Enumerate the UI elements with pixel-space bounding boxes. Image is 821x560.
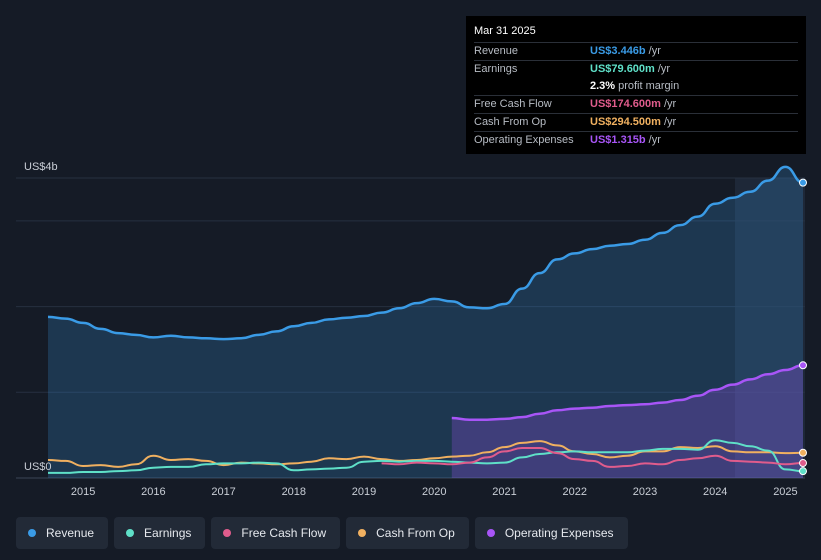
- x-tick-label: 2017: [211, 486, 235, 498]
- tooltip-label: Earnings: [474, 63, 518, 75]
- tooltip-row-profit-margin: 2.3% profit margin: [474, 78, 798, 95]
- tooltip-unit: /yr: [663, 98, 677, 110]
- x-tick-label: 2016: [141, 486, 165, 498]
- legend-item-cash-from-op[interactable]: Cash From Op: [346, 517, 469, 549]
- tooltip-label: Revenue: [474, 45, 519, 57]
- revenue-end-point: [799, 178, 807, 187]
- x-tick-label: 2019: [352, 486, 376, 498]
- tooltip-value: US$79.600m: [590, 63, 655, 75]
- legend-item-revenue[interactable]: Revenue: [16, 517, 109, 549]
- gridlines: [16, 177, 805, 479]
- revenue-line: [47, 165, 804, 341]
- tooltip-unit: /yr: [657, 63, 671, 75]
- operating-expenses-line: [451, 364, 804, 421]
- free-cash-flow-end-point: [799, 459, 807, 468]
- legend-dot-icon: [223, 529, 232, 537]
- x-tick-label: 2015: [71, 486, 95, 498]
- x-tick-label: 2018: [282, 486, 306, 498]
- legend-item-operating-expenses[interactable]: Operating Expenses: [474, 517, 628, 549]
- earnings-end-point: [799, 467, 807, 476]
- legend-label: Cash From Op: [376, 526, 455, 540]
- x-tick-label: 2020: [422, 486, 446, 498]
- tooltip-value: US$294.500m: [590, 116, 661, 128]
- tooltip-label: Free Cash Flow: [474, 98, 552, 110]
- legend-item-free-cash-flow[interactable]: Free Cash Flow: [211, 517, 341, 549]
- legend-item-earnings[interactable]: Earnings: [114, 517, 206, 549]
- legend-dot-icon: [126, 529, 135, 537]
- data-tooltip: Mar 31 2025 Revenue US$3.446b /yr Earnin…: [466, 16, 806, 154]
- legend-label: Earnings: [144, 526, 192, 540]
- legend-dot-icon: [486, 529, 495, 537]
- x-tick-label: 2021: [492, 486, 516, 498]
- tooltip-label: [474, 78, 590, 95]
- x-tick-label: 2025: [773, 486, 797, 498]
- tooltip-value: US$1.315b: [590, 134, 646, 146]
- tooltip-value: 2.3%: [590, 80, 616, 92]
- legend-dot-icon: [358, 529, 367, 537]
- tooltip-unit: profit margin: [618, 80, 680, 92]
- series-lines: [47, 165, 804, 474]
- legend-dot-icon: [28, 529, 36, 537]
- tooltip-value: US$174.600m: [590, 98, 661, 110]
- x-tick-label: 2022: [563, 486, 587, 498]
- free-cash-flow-line: [381, 447, 804, 468]
- tooltip-row-earnings: Earnings US$79.600m /yr: [474, 60, 798, 78]
- tooltip-row-operating-expenses: Operating Expenses US$1.315b /yr: [474, 131, 798, 149]
- earnings-line: [48, 439, 804, 474]
- cash-from-op-end-point: [799, 448, 807, 457]
- tooltip-unit: /yr: [663, 116, 677, 128]
- y-axis-zero-label: US$0: [24, 461, 52, 473]
- tooltip-row-free-cash-flow: Free Cash Flow US$174.600m /yr: [474, 95, 798, 113]
- financial-chart: 2015 2016 2017 2018 2019 2020 2021 2022 2023 2024…: [16, 161, 807, 498]
- tooltip-label: Cash From Op: [474, 116, 547, 128]
- x-tick-label: 2024: [703, 486, 727, 498]
- operating-expenses-end-point: [799, 361, 807, 370]
- x-tick-label: 2023: [633, 486, 657, 498]
- tooltip-row-revenue: Revenue US$3.446b /yr: [474, 42, 798, 60]
- tooltip-date: Mar 31 2025: [474, 25, 536, 37]
- series-end-markers: [799, 178, 807, 476]
- x-axis-ticks: 2015 2016 2017 2018 2019 2020 2021 2022 2023 2024…: [71, 486, 798, 498]
- legend-label: Revenue: [46, 526, 95, 540]
- operating-expenses-area: [451, 365, 803, 478]
- legend-label: Operating Expenses: [504, 526, 614, 540]
- forecast-highlight: [735, 178, 805, 478]
- cash-from-op-line: [47, 440, 804, 468]
- revenue-area: [48, 166, 803, 478]
- tooltip-label: Operating Expenses: [474, 134, 574, 146]
- legend-label: Free Cash Flow: [241, 526, 327, 540]
- tooltip-unit: /yr: [648, 45, 661, 57]
- tooltip-unit: /yr: [648, 134, 661, 146]
- tooltip-value: US$3.446b: [590, 45, 646, 57]
- chart-legend: Revenue Earnings Free Cash Flow Cash Fro…: [16, 517, 634, 549]
- y-axis-top-label: US$4b: [24, 161, 58, 173]
- series-areas: [48, 166, 803, 478]
- tooltip-row-cash-from-op: Cash From Op US$294.500m /yr: [474, 113, 798, 131]
